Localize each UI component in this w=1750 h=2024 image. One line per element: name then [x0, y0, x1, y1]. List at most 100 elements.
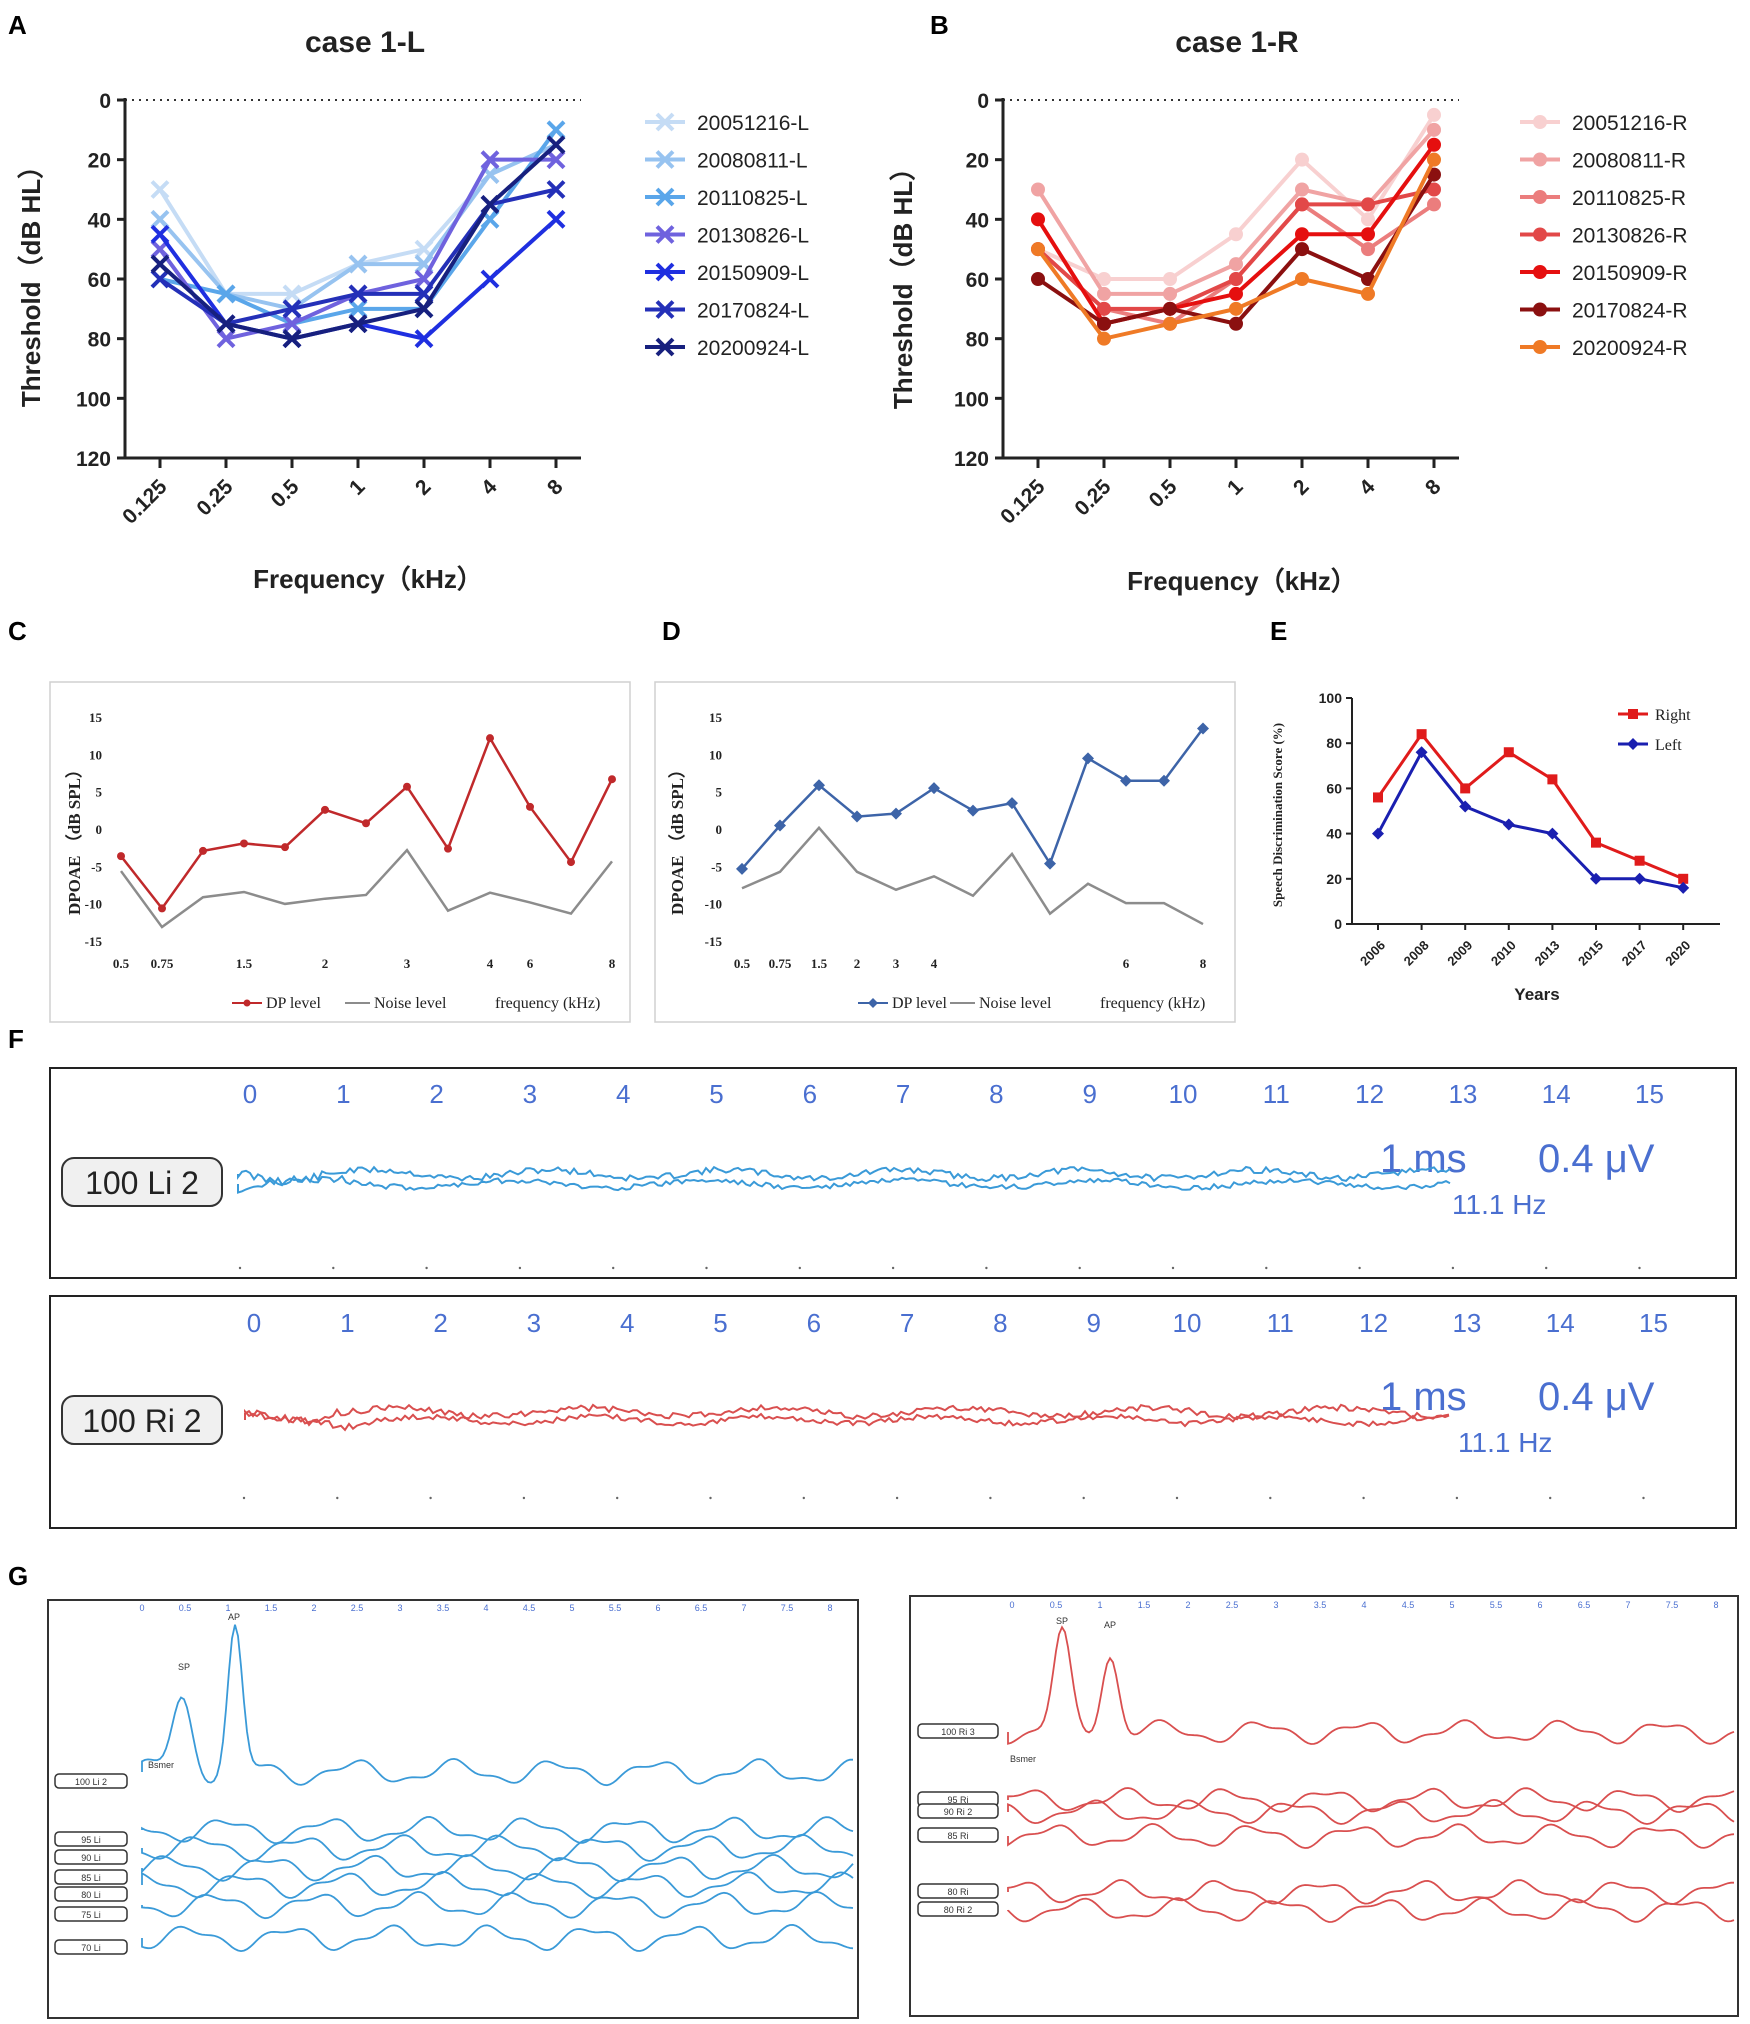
chart-b-point [1295, 182, 1309, 197]
panel-label-g: G [8, 1561, 28, 1591]
chart-b-legend-label: 20200924-R [1572, 337, 1688, 360]
abr-g-left-tick: 7 [741, 1603, 746, 1613]
chart-b-ylabel: Threshold（dB HL） [888, 155, 918, 409]
chart-b-point [1295, 242, 1309, 257]
chart-c-ylabel: DPOAE （dB SPL） [64, 761, 84, 915]
chart-d-dp-point [1197, 722, 1209, 735]
abr-g-left-tag: 75 Li [81, 1910, 101, 1920]
chart-c-xtick-label: 8 [609, 956, 616, 971]
abr-g-left-peak-sp: SP [178, 1662, 190, 1672]
chart-c-dp-point [321, 805, 329, 814]
chart-a-point [282, 299, 302, 319]
chart-a-ytick-label: 100 [76, 388, 111, 411]
abr-g-left-tick: 2 [311, 1603, 316, 1613]
chart-b-point [1097, 316, 1111, 331]
chart-a-point [216, 284, 236, 304]
chart-b-point [1097, 331, 1111, 346]
chart-b-xtick-label: 1 [1223, 475, 1248, 500]
chart-b-point [1097, 286, 1111, 301]
abr-f-left-tick: 2 [429, 1079, 443, 1109]
abr-g-left-tick: 4.5 [523, 1603, 536, 1613]
chart-c-dp-point [362, 819, 370, 828]
abr-f-right-dot [709, 1496, 712, 1500]
chart-b-point [1427, 122, 1441, 137]
abr-g-left-tag-box [54, 1939, 128, 1955]
chart-a-xtick-label: 8 [543, 475, 568, 500]
abr-f-left-dot [332, 1266, 335, 1270]
abr-f-left-tick: 0 [243, 1079, 257, 1109]
chart-a-point [150, 180, 170, 199]
chart-e-legend-left: Left [1655, 737, 1682, 754]
chart-e-left-point [1677, 881, 1690, 894]
abr-f-left-dot [518, 1266, 522, 1270]
abr-f-left-dot [1078, 1266, 1081, 1270]
abr-g-right-trace [1007, 1822, 1735, 1849]
chart-d-xtick-label: 8 [1200, 956, 1207, 971]
abr-g-right-trace [1007, 1879, 1734, 1906]
chart-b-ytick-label: 120 [954, 448, 989, 471]
abr-g-left-tag-box [54, 1906, 128, 1922]
abr-f-left-dot [238, 1266, 242, 1270]
abr-g-left-tick: 7.5 [781, 1603, 794, 1613]
abr-g-left-peak-bsmer: Bsmer [148, 1760, 174, 1770]
chart-c-dp-point [281, 843, 289, 852]
chart-a-point [546, 150, 566, 170]
chart-c-ytick-label: -10 [85, 897, 102, 912]
abr-f-right-tick: 5 [713, 1308, 727, 1338]
chart-a-point [216, 329, 236, 349]
chart-b-point [1295, 152, 1309, 167]
abr-g-right-tag-box [917, 1827, 999, 1843]
chart-e-ytick-label: 100 [1319, 690, 1343, 706]
abr-g-left-tick: 4 [483, 1603, 488, 1613]
chart-b-ytick-label: 100 [954, 388, 989, 411]
chart-c-legend-dp: DP level [266, 995, 322, 1012]
abr-g-left-tag: 90 Li [81, 1853, 101, 1863]
abr-f-right-tick: 9 [1086, 1308, 1100, 1338]
chart-d-xtick-label: 4 [931, 956, 938, 971]
abr-f-left-dot [705, 1266, 708, 1270]
abr-f-right-tick: 12 [1359, 1308, 1388, 1338]
chart-c-dp-point [526, 802, 534, 811]
abr-f-right-tick: 14 [1546, 1308, 1575, 1338]
abr-f-left-tick: 8 [989, 1079, 1003, 1109]
chart-d-dp-point [928, 782, 940, 795]
abr-f-left-tick: 13 [1448, 1079, 1477, 1109]
chart-d-ytick-label: 0 [716, 822, 723, 837]
chart-c-legend-noise: Noise level [374, 995, 447, 1012]
abr-f-left-dot [1265, 1266, 1268, 1270]
abr-g-right-tick: 5.5 [1490, 1600, 1503, 1610]
abr-g-right-tick: 6 [1537, 1600, 1542, 1610]
chart-b-point [1097, 272, 1111, 286]
chart-e-left-point [1459, 800, 1472, 813]
chart-b-point [1097, 301, 1111, 316]
chart-a-legend-label: 20170824-L [697, 300, 809, 323]
chart-c-xtick-label: 3 [404, 956, 411, 971]
chart-d-xtick-label: 1.5 [811, 956, 828, 971]
chart-a-point [150, 269, 170, 289]
abr-g-right-tag-box [917, 1901, 999, 1917]
chart-b-point [1031, 272, 1045, 286]
chart-e-xtick-label: 2009 [1444, 938, 1475, 969]
chart-d-ytick-label: 10 [709, 747, 722, 762]
chart-b-legend-label: 20170824-R [1572, 300, 1688, 323]
chart-e-right-point [1678, 873, 1689, 884]
abr-f-right-tick: 7 [900, 1308, 914, 1338]
abr-f-left-tag: 100 Li 2 [85, 1165, 199, 1201]
chart-e-right-point [1373, 792, 1383, 803]
abr-g-left-tag-box [54, 1869, 128, 1885]
chart-b-ytick-label: 0 [977, 90, 989, 113]
chart-b-legend-marker [1533, 227, 1547, 242]
abr-f-right-dot [429, 1496, 432, 1500]
chart-e-xtick-label: 2015 [1575, 938, 1606, 969]
abr-g-right-tick: 4 [1361, 1600, 1366, 1610]
chart-d-dp-point [736, 862, 748, 875]
abr-g-right-trace [1007, 1897, 1735, 1923]
abr-f-left-rate: 11.1 Hz [1452, 1189, 1546, 1220]
abr-f-left-tick: 11 [1263, 1079, 1290, 1109]
abr-f-left-dot [1638, 1266, 1641, 1270]
abr-g-left-tick: 2.5 [351, 1603, 364, 1613]
abr-g-right-tick: 1.5 [1138, 1600, 1151, 1610]
chart-d-dp-point [1006, 797, 1018, 810]
chart-a-ytick-label: 40 [88, 209, 111, 232]
chart-b-point [1163, 316, 1177, 331]
